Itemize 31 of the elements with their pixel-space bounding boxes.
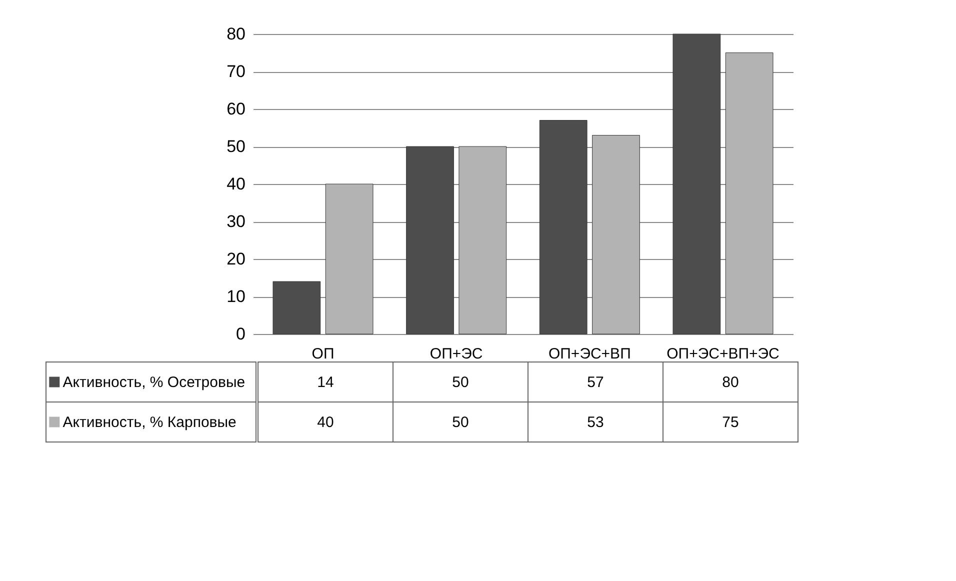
y-tick-label: 80 <box>226 24 246 44</box>
data-label: 53 <box>587 414 604 431</box>
x-tick-label: ОП+ЭС+ВП <box>548 346 631 362</box>
data-label: 57 <box>587 374 604 391</box>
y-tick-label: 10 <box>226 287 246 306</box>
bar <box>672 34 721 334</box>
data-label: 14 <box>317 374 334 391</box>
bar <box>406 146 454 334</box>
y-tick-label: 70 <box>226 62 246 81</box>
legend-label: Активность, % Карповые <box>62 414 236 431</box>
x-tick-label: ОП+ЭС <box>430 346 483 362</box>
y-tick-label: 40 <box>226 174 246 194</box>
y-tick-label: 60 <box>226 100 246 118</box>
legend-label: Активность, % Осетровые <box>62 374 246 391</box>
x-tick-label: ОП <box>312 346 334 362</box>
y-tick-label: 30 <box>226 212 246 231</box>
bar <box>725 52 774 334</box>
data-label: 50 <box>452 414 469 431</box>
y-tick-label: 0 <box>236 324 246 344</box>
data-label: 50 <box>452 374 469 391</box>
bar <box>539 120 588 334</box>
bar <box>272 281 321 334</box>
data-label: 80 <box>722 374 739 391</box>
y-tick-label: 20 <box>226 250 246 268</box>
bar <box>592 135 640 334</box>
data-label: 40 <box>317 414 334 431</box>
bar <box>325 184 374 334</box>
y-tick-label: 50 <box>226 137 246 156</box>
data-label: 75 <box>722 414 739 431</box>
x-tick-label: ОП+ЭС+ВП+ЭС <box>666 346 780 362</box>
bar <box>458 146 507 334</box>
